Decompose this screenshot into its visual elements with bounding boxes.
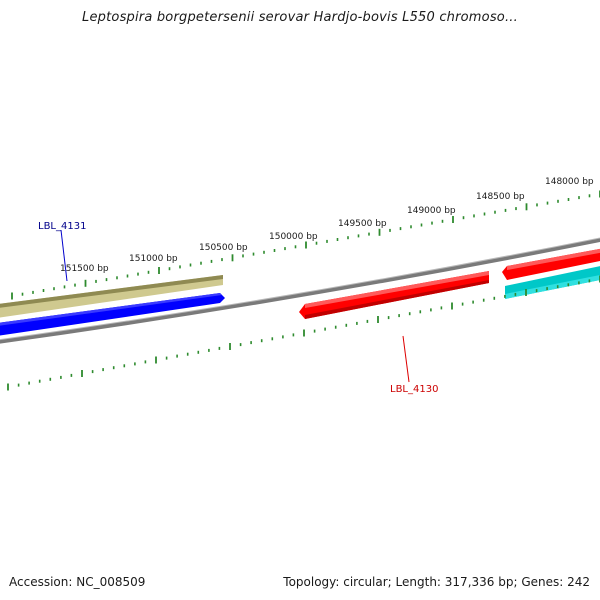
ruler-label-149500: 149500 bp	[338, 219, 387, 229]
genome-backbone	[0, 237, 600, 344]
ruler-upper	[11, 190, 600, 300]
gene-label-lbl-4131[interactable]: LBL_4131	[38, 221, 86, 232]
gene-feature-lbl-4131[interactable]	[0, 293, 225, 337]
gene-feature-right-red[interactable]	[502, 247, 600, 280]
gene-label-group-lbl-4130: LBL_4130	[390, 335, 438, 395]
gene-feature-lbl-4130[interactable]	[299, 271, 489, 319]
ruler-label-150000: 150000 bp	[269, 232, 318, 242]
gene-label-lbl-4130[interactable]: LBL_4130	[390, 384, 438, 395]
ruler-lower	[7, 275, 600, 391]
gc-content-track	[0, 275, 223, 318]
ruler-label-151000: 151000 bp	[129, 254, 178, 264]
gene-label-group-lbl-4131: LBL_4131	[38, 221, 86, 282]
accession-text: Accession: NC_008509	[9, 575, 146, 589]
topology-summary: Topology: circular; Length: 317,336 bp; …	[283, 575, 590, 589]
ruler-labels: 148000 bp 148500 bp 149000 bp 149500 bp …	[60, 177, 594, 274]
ruler-label-151500: 151500 bp	[60, 264, 109, 274]
gene-feature-cyan[interactable]	[505, 264, 600, 299]
ruler-label-148000: 148000 bp	[545, 177, 594, 187]
ruler-label-148500: 148500 bp	[476, 192, 525, 202]
map-title: Leptospira borgpetersenii serovar Hardjo…	[82, 10, 518, 25]
ruler-label-150500: 150500 bp	[199, 243, 248, 253]
ruler-label-149000: 149000 bp	[407, 206, 456, 216]
